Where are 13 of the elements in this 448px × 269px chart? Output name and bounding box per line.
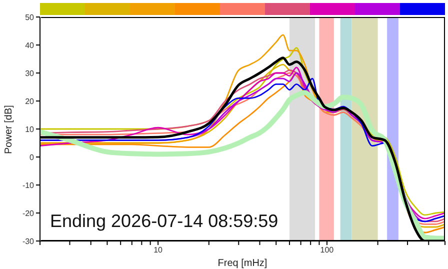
- y-tick-label: -20: [22, 208, 35, 218]
- y-tick-label: 20: [25, 96, 35, 106]
- y-tick-label: -30: [22, 236, 35, 246]
- y-tick-label: 40: [25, 40, 35, 50]
- annotation: Ending 2026-07-14 08:59:59: [50, 211, 278, 232]
- x-axis-title: Freq [mHz]: [218, 258, 268, 269]
- y-tick-label: 30: [25, 68, 35, 78]
- y-tick-label: 50: [25, 12, 35, 22]
- y-tick-label: -10: [22, 180, 35, 190]
- y-axis-title: Power [dB]: [4, 104, 15, 154]
- x-tick-label: 100: [320, 246, 334, 255]
- y-tick-label: 10: [25, 124, 35, 134]
- y-tick-label: 0: [30, 152, 35, 162]
